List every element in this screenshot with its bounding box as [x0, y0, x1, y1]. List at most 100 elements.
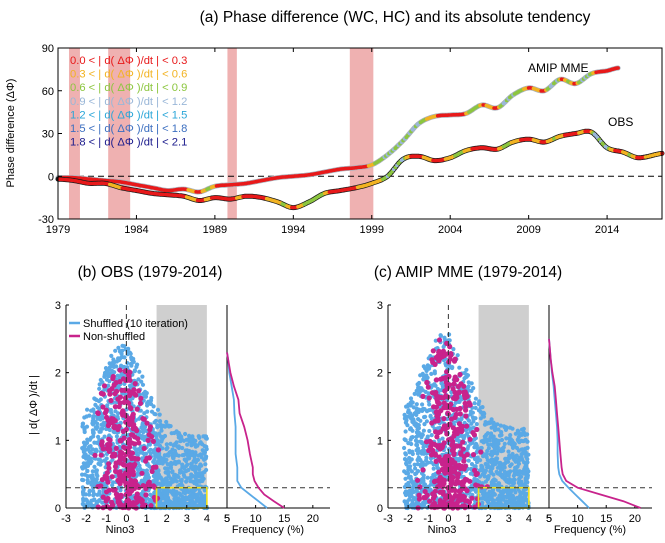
scatter-point — [110, 483, 115, 488]
scatter-point — [99, 439, 105, 445]
scatter-point — [484, 493, 489, 498]
scatter-point — [180, 462, 185, 467]
scatter-point — [440, 489, 446, 495]
scatter-point — [451, 347, 456, 352]
scatter-point — [160, 480, 165, 485]
scatter-point — [115, 414, 120, 419]
scatter-point — [97, 489, 102, 494]
scatter-point — [82, 453, 87, 458]
scatter-series-1 — [92, 367, 161, 511]
scatter-point — [460, 446, 466, 452]
scatter-point — [106, 446, 112, 452]
scatter-point — [117, 394, 123, 400]
scatter-point — [473, 464, 478, 469]
scatter-point — [89, 459, 94, 464]
scatter-point — [108, 418, 114, 425]
scatter-point — [88, 450, 93, 455]
scatter-point — [141, 416, 147, 422]
scatter-point — [118, 420, 123, 425]
scatter-point — [84, 456, 89, 461]
scatter-point — [95, 410, 101, 416]
scatter-legend-label-0: Shuffled (10 iteration) — [83, 318, 188, 330]
scatter-point — [418, 449, 423, 454]
x-tick-label-4: 1999 — [360, 224, 384, 236]
scatter-point — [418, 418, 423, 423]
hist-x-tick-label-0: 5 — [546, 513, 552, 525]
scatter-x-tick-label-4: 1 — [465, 513, 471, 525]
scatter-point — [194, 482, 199, 487]
scatter-point — [450, 406, 456, 413]
scatter-point — [189, 492, 194, 497]
scatter-point — [104, 489, 110, 495]
scatter-point — [117, 367, 123, 373]
scatter-point — [516, 430, 521, 435]
scatter-point — [132, 456, 138, 462]
scatter-point — [196, 496, 201, 501]
scatter-point — [419, 440, 424, 445]
scatter-point — [408, 464, 413, 469]
scatter-point — [152, 457, 157, 462]
scatter-point — [144, 420, 150, 426]
scatter-point — [413, 466, 418, 471]
scatter-point — [461, 466, 467, 472]
scatter-point — [421, 445, 426, 450]
scatter-point — [480, 500, 485, 505]
scatter-point — [127, 405, 133, 411]
scatter-point — [85, 477, 90, 483]
scatter-point — [403, 438, 408, 443]
scatter-point — [184, 448, 189, 454]
scatter-point — [446, 494, 452, 500]
scatter-point — [457, 399, 462, 404]
scatter-point — [440, 436, 445, 441]
scatter-point — [98, 452, 104, 458]
scatter-point — [179, 477, 184, 482]
scatter-point — [403, 420, 408, 425]
shaded-period-2 — [227, 48, 237, 219]
scatter-point — [163, 470, 168, 475]
scatter-point — [407, 483, 412, 488]
scatter-point — [414, 406, 419, 411]
scatter-point — [499, 449, 504, 454]
scatter-point — [403, 452, 408, 457]
scatter-point — [428, 414, 433, 419]
scatter-point — [428, 439, 434, 445]
scatter-point — [461, 383, 467, 389]
scatter-x-tick-label-8: 5 — [224, 513, 230, 525]
scatter-point — [508, 499, 513, 504]
scatter-point — [507, 494, 512, 500]
scatter-point — [201, 470, 206, 475]
scatter-point — [166, 423, 171, 428]
scatter-point — [484, 484, 490, 490]
scatter-point — [483, 461, 488, 467]
scatter-x-tick-label-8: 5 — [546, 513, 552, 525]
scatter-point — [436, 358, 442, 364]
scatter-point — [421, 476, 426, 481]
scatter-point — [165, 466, 171, 471]
scatter-point — [107, 367, 112, 372]
scatter-y-tick-label-3: 3 — [377, 300, 383, 312]
scatter-point — [81, 498, 86, 503]
scatter-point — [153, 418, 159, 423]
scatter-point — [409, 415, 414, 420]
scatter-point — [513, 490, 518, 495]
scatter-point — [163, 424, 168, 429]
scatter-point — [414, 448, 419, 453]
annotation-obs: OBS — [608, 115, 633, 129]
scatter-point — [417, 380, 422, 386]
scatter-point — [90, 505, 95, 510]
scatter-x-tick-label-3: 0 — [445, 513, 451, 525]
scatter-point — [441, 416, 447, 422]
hist-x-tick-label-1: 10 — [571, 513, 583, 525]
scatter-point — [91, 414, 96, 419]
scatter-point — [178, 439, 183, 444]
scatter-point — [117, 504, 123, 510]
scatter-point — [433, 429, 439, 435]
scatter-point — [187, 451, 192, 456]
panel-c-hist-xlabel: Frequency (%) — [554, 524, 626, 536]
scatter-point — [127, 462, 133, 468]
panel-c-title: (c) AMIP MME (1979-2014) — [374, 264, 562, 281]
legend-entry-3: 0.9 < | d( ΔΦ )/dt | < 1.2 — [70, 96, 187, 108]
scatter-point — [87, 492, 92, 497]
scatter-point — [110, 375, 116, 382]
